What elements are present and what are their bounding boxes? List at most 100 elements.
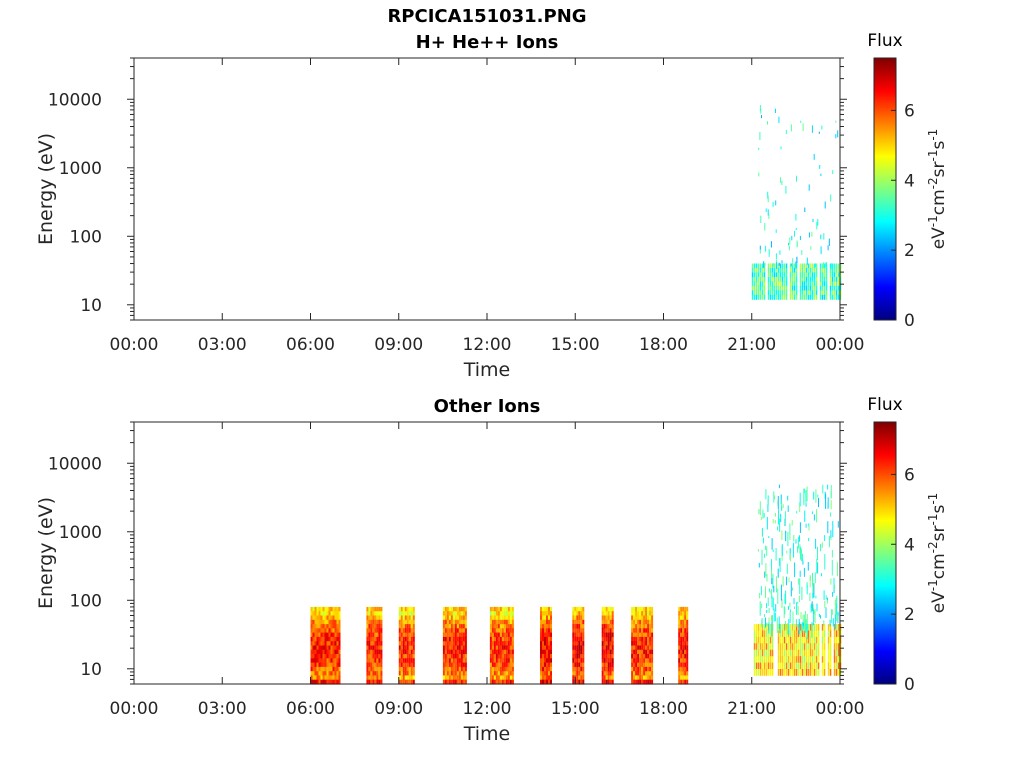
heatmap-cell: [456, 641, 459, 647]
heatmap-cell: [542, 611, 544, 617]
heatmap-cell: [442, 666, 445, 672]
heatmap-cell: [314, 654, 317, 659]
heatmap-cell: [550, 671, 552, 677]
heatmap-cell: [607, 611, 610, 617]
heatmap-cell: [402, 649, 405, 655]
heatmap-cell: [324, 645, 327, 651]
heatmap-cell: [507, 606, 510, 612]
heatmap-cell: [548, 615, 550, 621]
heatmap-cell: [374, 654, 377, 659]
heatmap-cell: [607, 641, 610, 647]
heatmap-cell: [312, 641, 315, 647]
heatmap-cell: [781, 506, 783, 511]
heatmap-cell: [794, 562, 796, 578]
heatmap-cell: [410, 675, 413, 681]
heatmap-cell: [823, 643, 826, 651]
heatmap-cell: [783, 656, 786, 663]
heatmap-cell: [757, 630, 760, 638]
heatmap-cell: [489, 645, 492, 651]
heatmap-cell: [374, 671, 377, 677]
heatmap-cell: [682, 649, 685, 655]
heatmap-cell: [821, 263, 824, 269]
heatmap-cell: [767, 504, 769, 512]
heatmap-cell: [649, 615, 652, 621]
heatmap-cell: [761, 643, 764, 651]
heatmap-cell: [609, 649, 612, 655]
heatmap-cell: [633, 619, 636, 625]
heatmap-cell: [505, 606, 508, 612]
heatmap-cell: [635, 662, 638, 668]
heatmap-cell: [779, 272, 782, 278]
heatmap-cell: [489, 636, 492, 642]
heatmap-cell: [651, 611, 654, 617]
heatmap-cell: [444, 645, 447, 651]
heatmap-cell: [607, 628, 610, 634]
heatmap-cell: [322, 679, 325, 685]
heatmap-cell: [493, 624, 496, 629]
heatmap-cell: [609, 658, 612, 664]
heatmap-cell: [809, 281, 812, 287]
heatmap-cell: [633, 624, 636, 629]
heatmap-cell: [799, 492, 801, 507]
heatmap-cell: [836, 595, 838, 610]
heatmap-cell: [503, 675, 506, 681]
heatmap-cell: [318, 671, 321, 677]
heatmap-cell: [763, 636, 766, 644]
heatmap-cell: [330, 632, 333, 638]
burst-10: [678, 606, 689, 685]
heatmap-cell: [829, 669, 832, 676]
heatmap-cell: [641, 658, 644, 664]
heatmap-cell: [781, 500, 783, 511]
heatmap-cell: [770, 241, 772, 248]
heatmap-cell: [404, 671, 407, 677]
heatmap-cell: [442, 624, 445, 629]
heatmap-cell: [811, 630, 814, 638]
heatmap-cell: [509, 662, 512, 668]
heatmap-cell: [637, 636, 640, 642]
heatmap-cell: [771, 636, 774, 644]
heatmap-cell: [831, 263, 833, 270]
heatmap-cell: [753, 290, 756, 296]
heatmap-cell: [811, 656, 814, 663]
heatmap-data: [751, 105, 842, 300]
heatmap-cell: [821, 649, 824, 657]
heatmap-cell: [641, 628, 644, 634]
heatmap-cell: [448, 654, 451, 659]
heatmap-cell: [550, 624, 552, 629]
heatmap-cell: [454, 632, 457, 638]
heatmap-cell: [448, 606, 451, 612]
heatmap-cell: [550, 619, 552, 625]
heatmap-cell: [755, 643, 758, 651]
heatmap-cell: [578, 641, 581, 647]
heatmap-cell: [839, 630, 842, 638]
heatmap-cell: [448, 641, 451, 647]
heatmap-cell: [811, 649, 814, 657]
heatmap-cell: [645, 654, 648, 659]
heatmap-cell: [330, 628, 333, 634]
heatmap-cell: [462, 675, 465, 681]
heatmap-cell: [789, 602, 791, 608]
heatmap-cell: [799, 544, 801, 554]
heatmap-cell: [649, 654, 652, 659]
heatmap-cell: [829, 263, 832, 269]
heatmap-cell: [368, 615, 371, 621]
heatmap-cell: [789, 237, 791, 245]
heatmap-cell: [408, 606, 411, 612]
heatmap-cell: [761, 636, 764, 644]
heatmap-cell: [442, 636, 445, 642]
heatmap-cell: [446, 628, 449, 634]
heatmap-cell: [805, 281, 808, 287]
heatmap-cell: [684, 662, 687, 668]
heatmap-cell: [330, 649, 333, 655]
heatmap-cell: [448, 619, 451, 625]
heatmap-cell: [601, 666, 604, 672]
heatmap-cell: [491, 666, 494, 672]
heatmap-cell: [406, 628, 409, 634]
heatmap-cell: [372, 645, 375, 651]
heatmap-cell: [406, 632, 409, 638]
heatmap-cell: [572, 615, 575, 621]
heatmap-cell: [412, 662, 415, 668]
heatmap-cell: [645, 649, 648, 655]
heatmap-cell: [809, 272, 812, 278]
heatmap-cell: [328, 632, 331, 638]
